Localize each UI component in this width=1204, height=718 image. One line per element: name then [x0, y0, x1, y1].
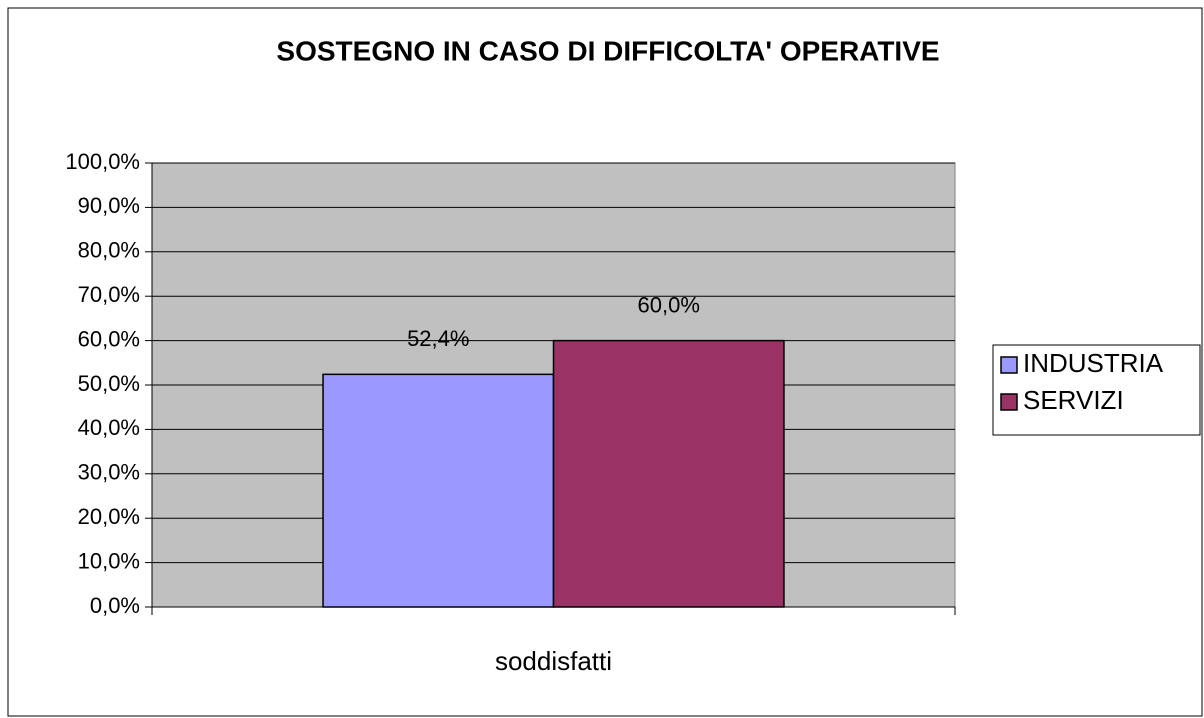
legend-box [992, 344, 1201, 436]
legend-swatch [1000, 356, 1018, 374]
chart-title: SOSTEGNO IN CASO DI DIFFICOLTA' OPERATIV… [276, 35, 939, 66]
legend-label: SERVIZI [1023, 385, 1124, 415]
bar [322, 373, 555, 608]
y-tick-label: 80,0% [78, 238, 140, 263]
y-tick-label: 10,0% [78, 548, 140, 573]
legend-swatch [1000, 393, 1018, 411]
bar [552, 339, 785, 608]
y-tick-label: 40,0% [78, 415, 140, 440]
y-tick-label: 0,0% [90, 593, 140, 618]
data-label: 52,4% [407, 326, 469, 351]
y-tick-label: 100,0% [65, 149, 140, 174]
y-tick-label: 50,0% [78, 371, 140, 396]
data-label: 60,0% [638, 292, 700, 317]
y-tick-label: 70,0% [78, 282, 140, 307]
y-tick-label: 30,0% [78, 460, 140, 485]
x-tick-label: soddisfatti [495, 646, 612, 676]
y-tick-label: 60,0% [78, 326, 140, 351]
y-tick-label: 20,0% [78, 504, 140, 529]
y-tick-label: 90,0% [78, 193, 140, 218]
legend-label: INDUSTRIA [1023, 348, 1164, 378]
